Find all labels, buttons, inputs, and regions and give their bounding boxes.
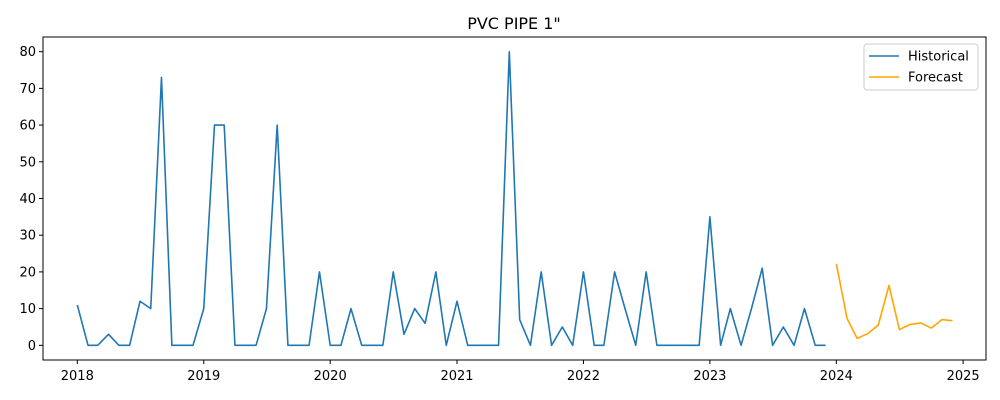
y-tick-label: 40 [19, 192, 36, 207]
y-tick-label: 80 [19, 45, 36, 60]
y-tick-label: 70 [19, 82, 36, 97]
x-tick-label: 2020 [314, 369, 347, 384]
legend: Historical Forecast [863, 43, 979, 91]
x-tick-label: 2024 [820, 369, 853, 384]
x-tick-label: 2019 [187, 369, 220, 384]
series-line-historical [76, 50, 826, 347]
y-tick-label: 20 [19, 265, 36, 280]
x-tick-label: 2025 [947, 369, 980, 384]
series-layer [76, 50, 953, 347]
y-tick-label: 10 [19, 302, 36, 317]
y-tick-label: 30 [19, 229, 36, 244]
y-tick-label: 60 [19, 119, 36, 134]
y-tick-label: 0 [28, 339, 36, 354]
legend-label: Forecast [908, 71, 963, 86]
y-axis: 0 10 20 30 40 50 60 70 80 [19, 45, 43, 354]
y-tick-label: 50 [19, 155, 36, 170]
x-tick-label: 2021 [440, 369, 473, 384]
x-tick-label: 2018 [61, 369, 94, 384]
x-tick-label: 2022 [567, 369, 600, 384]
x-axis: 2018 2019 2020 2021 2022 2023 2024 2025 [61, 360, 980, 384]
series-line-forecast [835, 263, 953, 340]
chart-title: PVC PIPE 1" [467, 14, 561, 33]
legend-label: Historical [908, 50, 969, 65]
x-tick-label: 2023 [693, 369, 726, 384]
